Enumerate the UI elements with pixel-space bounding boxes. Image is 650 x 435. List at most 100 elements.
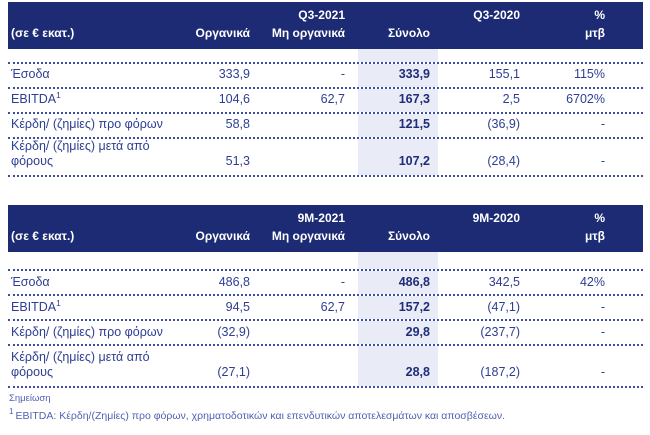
non-organic-value: -: [340, 274, 345, 289]
non-organic-value: -: [340, 67, 345, 82]
footnote-marker: 1: [56, 90, 61, 101]
change-value: -: [600, 324, 605, 339]
change-value: -: [600, 154, 605, 169]
organic-value: 486,8: [218, 274, 250, 289]
change-value: 42%: [579, 274, 605, 289]
unit-label: (σε € εκατ.): [11, 229, 75, 244]
footnote-marker: 1: [56, 297, 61, 308]
table-row: Κέρδη/ (ζημίες) προ φόρων 58,8 121,5 (36,9)…: [8, 111, 643, 137]
row-label: EBITDA1: [11, 90, 61, 107]
total-column-highlight: [358, 251, 438, 269]
notes-section: Σημείωση 1 EBITDA: Κέρδη/(Ζημίες) προ φόρ…: [8, 393, 643, 422]
total-value: 29,8: [358, 320, 438, 344]
compare-value: (187,2): [480, 365, 520, 380]
change-value: -: [600, 365, 605, 380]
empty-cell: [191, 209, 258, 227]
report-page: Q3-2021 Q3-2020 % (σε € εκατ.) Οργανικά …: [8, 2, 643, 422]
unit-label: (σε € εκατ.): [11, 26, 75, 41]
column-header-total: Σύνολο: [387, 26, 430, 41]
row-label: EBITDA1: [11, 297, 61, 314]
change-value: -: [600, 299, 605, 314]
total-value: 28,8: [358, 345, 438, 386]
column-header-organic: Οργανικά: [195, 26, 251, 41]
non-organic-value: [258, 114, 353, 137]
column-header-total: Σύνολο: [387, 229, 430, 244]
column-header-change: μτβ: [584, 26, 605, 41]
row-label: Κέρδη/ (ζημίες) προ φόρων: [11, 117, 163, 132]
table-row: Κέρδη/ (ζημίες) μετά από φόρους (27,1) 28,…: [8, 343, 643, 388]
table-row: Έσοδα 333,9-333,9 155,1 115%: [8, 61, 643, 87]
change-value: 6702%: [566, 92, 605, 107]
period-label: 9M-2021: [297, 211, 345, 226]
total-value: 167,3: [358, 88, 438, 112]
total-value: 121,5: [358, 113, 438, 137]
non-organic-value: 62,7: [320, 299, 345, 314]
period-label: Q3-2021: [298, 8, 345, 22]
header-columns-row: (σε € εκατ.) Οργανικά Μη οργανικά Σύνολο…: [8, 24, 643, 42]
empty-cell: [8, 209, 191, 227]
organic-value: 94,5: [225, 299, 250, 314]
non-organic-value: [258, 346, 353, 386]
column-header-non-organic: Μη οργανικά: [271, 229, 345, 244]
compare-value: (36,9): [487, 117, 520, 132]
table-row: Κέρδη/ (ζημίες) μετά από φόρους 51,3 107,2…: [8, 136, 643, 178]
table-row: Κέρδη/ (ζημίες) προ φόρων (32,9) 29,8 (237,…: [8, 318, 643, 344]
table-row: EBITDA1 104,6 62,7 167,3 2,5 6702%: [8, 86, 643, 112]
organic-value: (32,9): [217, 324, 250, 339]
percent-symbol: %: [594, 8, 605, 22]
compare-value: 342,5: [488, 274, 520, 289]
table-row: Έσοδα 486,8-486,8 342,5 42%: [8, 268, 643, 294]
empty-cell: [438, 227, 528, 245]
q3-table-header: Q3-2021 Q3-2020 % (σε € εκατ.) Οργανικά …: [8, 2, 643, 49]
non-organic-value: [258, 321, 353, 344]
organic-value: 333,9: [218, 67, 250, 82]
header-period-row: 9M-2021 9M-2020 %: [8, 209, 643, 227]
compare-value: 155,1: [488, 67, 520, 82]
table-row: EBITDA1 94,5 62,7 157,2 (47,1) -: [8, 293, 643, 319]
q3-results-table: Q3-2021 Q3-2020 % (σε € εκατ.) Οργανικά …: [8, 2, 643, 178]
q3-table-body: Έσοδα 333,9-333,9 155,1 115% EBITDA1 104,6 62,…: [8, 48, 643, 178]
row-label: Κέρδη/ (ζημίες) μετά από φόρους: [11, 138, 150, 169]
change-value: 115%: [573, 67, 605, 82]
total-value: 486,8: [358, 270, 438, 294]
header-columns-row: (σε € εκατ.) Οργανικά Μη οργανικά Σύνολο…: [8, 227, 643, 245]
table-spacer-row: [8, 48, 643, 62]
row-label: Έσοδα: [11, 67, 50, 82]
compare-value: (28,4): [487, 154, 520, 169]
footnote-marker: 1: [9, 407, 14, 417]
total-value: 107,2: [358, 138, 438, 176]
empty-cell: [191, 6, 258, 24]
ebitda-footnote: 1 EBITDA: Κέρδη/(Ζημίες) προ φόρων, χρημα…: [8, 407, 643, 422]
organic-value: 58,8: [225, 117, 250, 132]
change-value: -: [600, 117, 605, 132]
empty-cell: [438, 24, 528, 42]
nine-month-table-header: 9M-2021 9M-2020 % (σε € εκατ.) Οργανικά …: [8, 205, 643, 252]
organic-value: (27,1): [217, 365, 250, 380]
footnote-text: EBITDA: Κέρδη/(Ζημίες) προ φόρων, χρηματ…: [15, 409, 506, 422]
total-column-highlight: [358, 48, 438, 62]
nine-month-table-body: Έσοδα 486,8-486,8 342,5 42% EBITDA1 94,5 62,7 1…: [8, 251, 643, 388]
non-organic-value: 62,7: [320, 92, 345, 107]
row-label: Κέρδη/ (ζημίες) μετά από φόρους: [11, 349, 150, 380]
compare-period-label: Q3-2020: [473, 8, 520, 22]
compare-value: (237,7): [480, 324, 520, 339]
total-value: 333,9: [358, 63, 438, 87]
non-organic-value: [258, 139, 353, 175]
column-header-non-organic: Μη οργανικά: [271, 26, 345, 41]
empty-cell: [358, 209, 438, 227]
header-period-row: Q3-2021 Q3-2020 %: [8, 6, 643, 24]
row-label: Έσοδα: [11, 274, 50, 289]
column-header-organic: Οργανικά: [195, 229, 251, 244]
compare-period-label: 9M-2020: [472, 211, 520, 226]
column-header-change: μτβ: [584, 229, 605, 244]
organic-value: 104,6: [218, 92, 250, 107]
empty-cell: [358, 6, 438, 24]
compare-value: 2,5: [502, 92, 520, 107]
empty-cell: [8, 6, 191, 24]
notes-title: Σημείωση: [9, 392, 51, 404]
nine-month-results-table: 9M-2021 9M-2020 % (σε € εκατ.) Οργανικά …: [8, 205, 643, 388]
compare-value: (47,1): [487, 299, 520, 314]
organic-value: 51,3: [225, 154, 250, 169]
row-label: Κέρδη/ (ζημίες) προ φόρων: [11, 324, 163, 339]
total-value: 157,2: [358, 295, 438, 319]
